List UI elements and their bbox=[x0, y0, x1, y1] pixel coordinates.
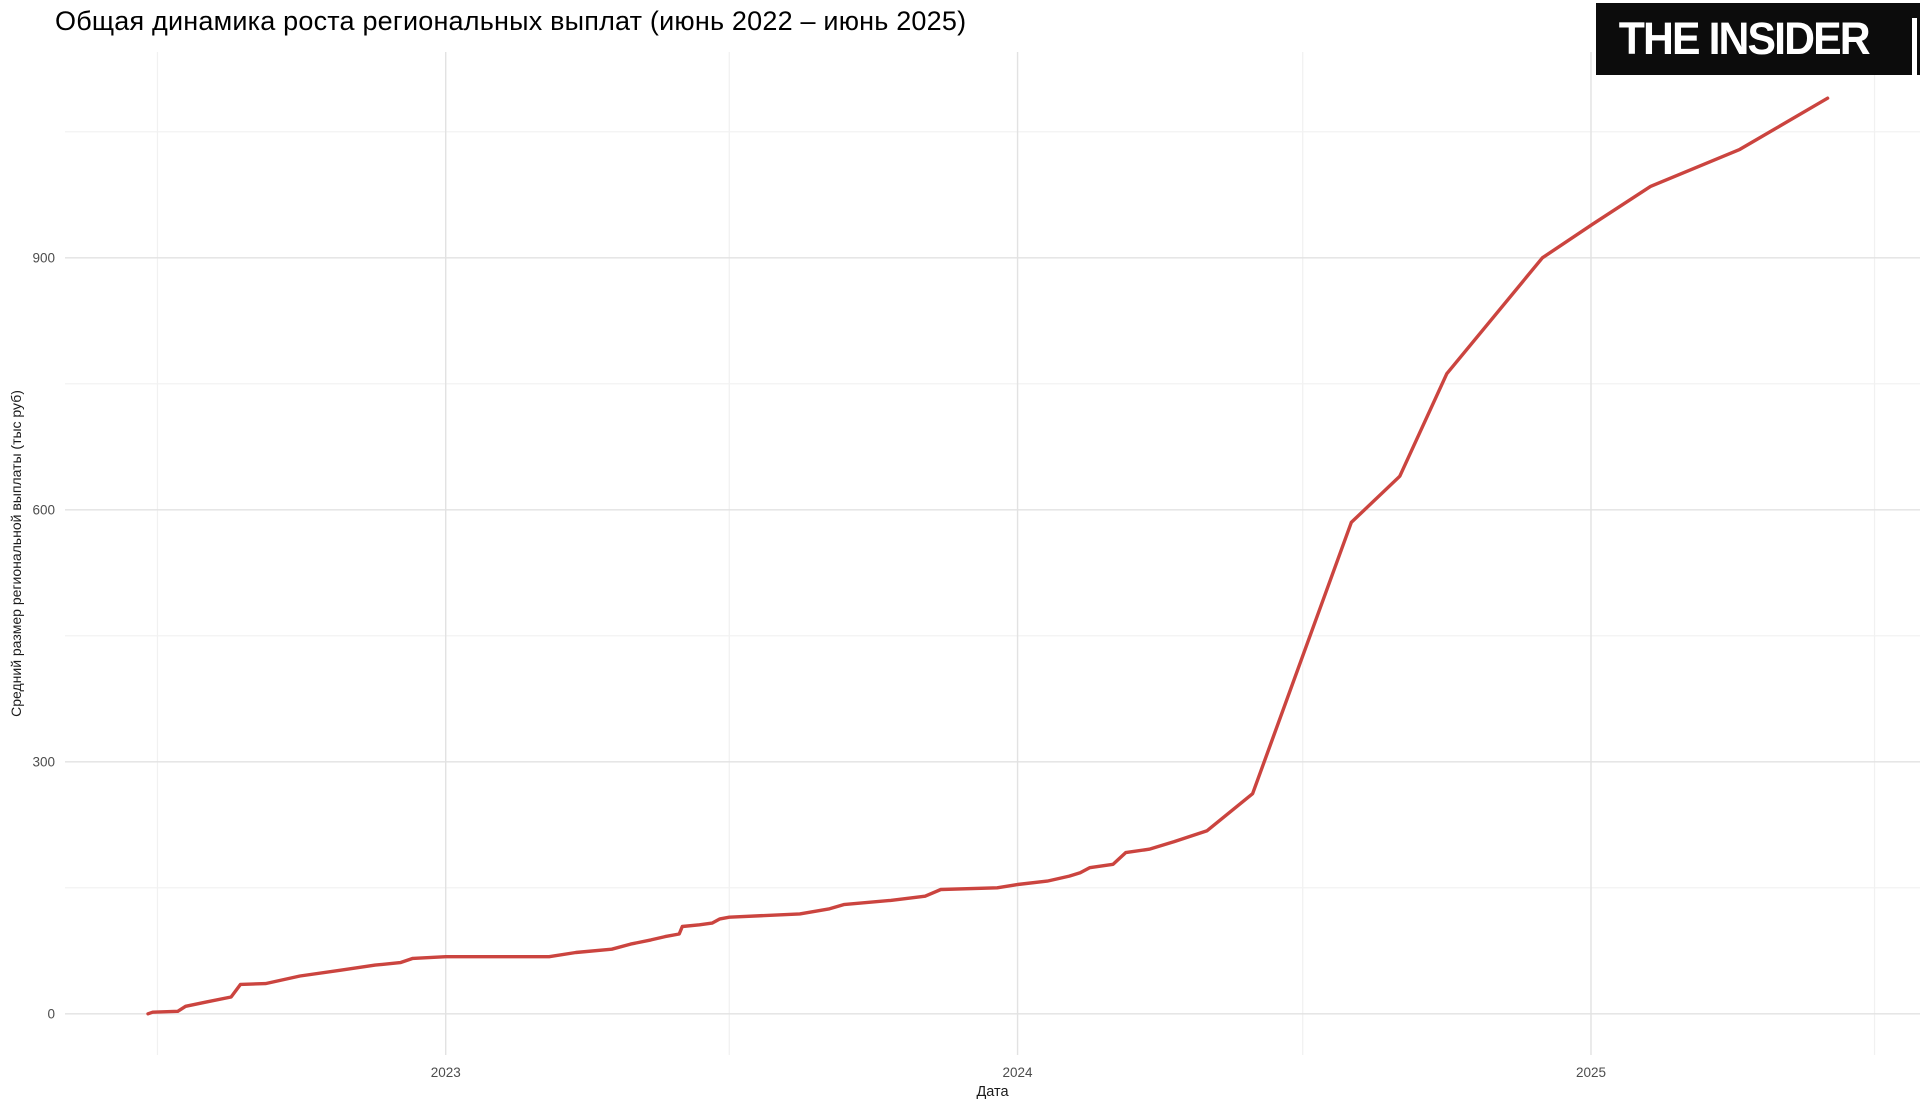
y-tick-label: 300 bbox=[32, 754, 55, 769]
x-axis-title: Дата bbox=[976, 1084, 1009, 1100]
y-tick-label: 900 bbox=[32, 250, 55, 265]
y-axis-title: Средний размер региональной выплаты (тыс… bbox=[8, 390, 24, 717]
x-tick-label: 2025 bbox=[1576, 1065, 1606, 1080]
payments-growth-line bbox=[146, 96, 1830, 1016]
insider-logo-cursor-bar bbox=[1912, 18, 1917, 75]
x-tick-label: 2024 bbox=[1003, 1065, 1034, 1080]
chart-title: Общая динамика роста региональных выплат… bbox=[55, 6, 967, 36]
y-tick-label: 600 bbox=[32, 502, 55, 517]
insider-logo-text: THE INSIDER bbox=[1618, 13, 1871, 64]
y-tick-label: 0 bbox=[47, 1006, 55, 1021]
x-tick-label: 2023 bbox=[431, 1065, 461, 1080]
insider-logo: THE INSIDER bbox=[1596, 3, 1920, 75]
